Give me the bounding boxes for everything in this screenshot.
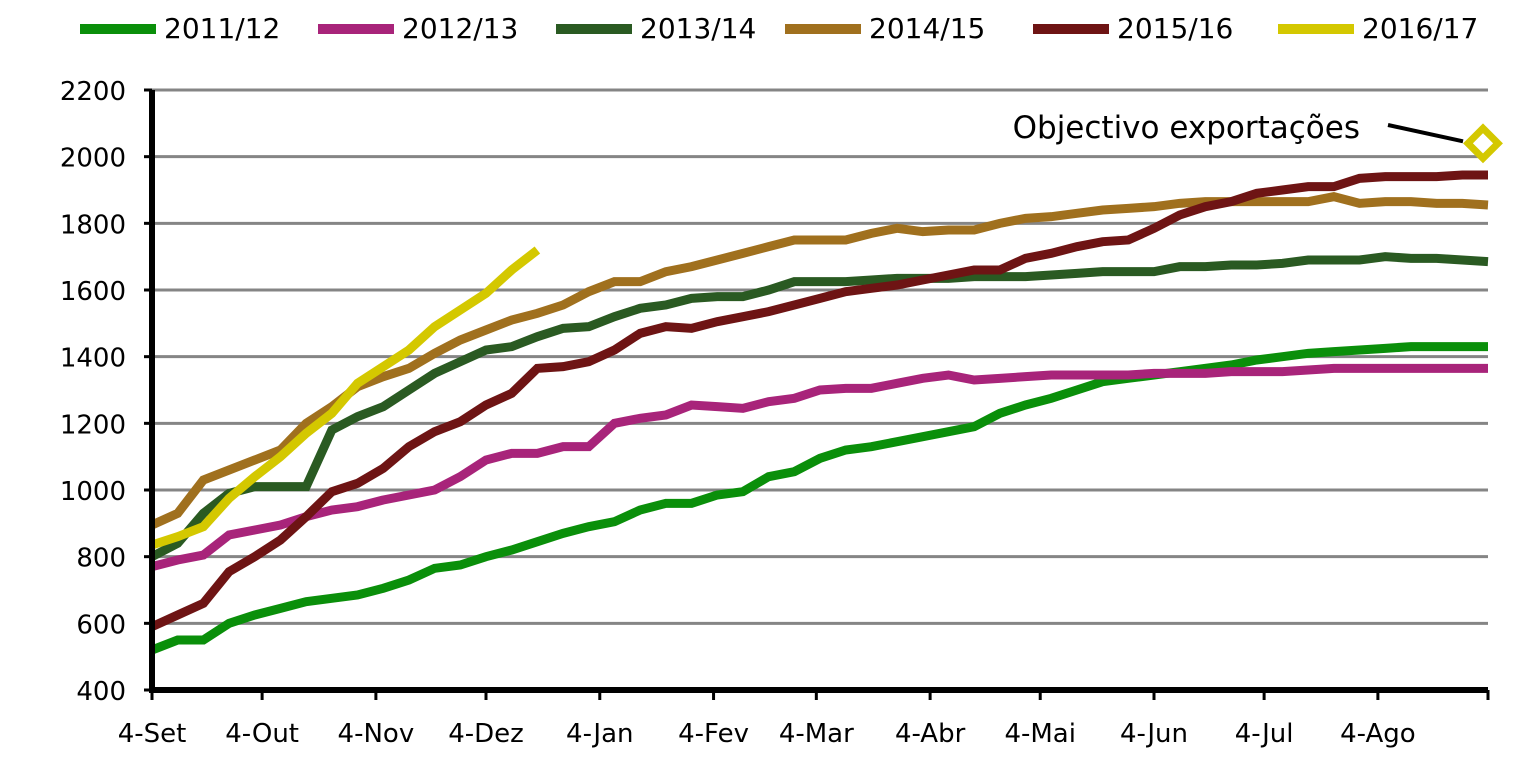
- legend-label: 2011/12: [164, 12, 281, 45]
- y-tick-label: 400: [76, 677, 126, 707]
- x-tick-label: 4-Jan: [566, 719, 633, 749]
- series-line-2011-12: [150, 342, 1488, 655]
- y-tick-label: 2000: [60, 144, 126, 174]
- legend-label: 2015/16: [1117, 12, 1234, 45]
- y-tick-label: 1200: [60, 410, 126, 440]
- x-tick-label: 4-Out: [225, 719, 299, 749]
- legend-label: 2014/15: [869, 12, 986, 45]
- legend-swatch: [1278, 23, 1354, 34]
- legend-swatch: [1033, 23, 1109, 34]
- target-annotation-leader: [1387, 123, 1464, 144]
- legend-swatch: [80, 23, 156, 34]
- series-line-2016-17: [150, 246, 541, 550]
- y-tick-label: 1600: [60, 277, 126, 307]
- legend-item-2012-13: 2012/13: [318, 12, 518, 45]
- x-tick-label: 4-Set: [118, 719, 187, 749]
- target-annotation-label: Objectivo exportações: [1013, 110, 1360, 146]
- legend-item-2011-12: 2011/12: [80, 12, 280, 45]
- y-tick-label: 1400: [60, 344, 126, 374]
- legend-item-2014-15: 2014/15: [785, 12, 985, 45]
- series-line-2012-13: [150, 363, 1488, 572]
- legend-label: 2016/17: [1362, 12, 1479, 45]
- x-tick-label: 4-Jun: [1120, 719, 1188, 749]
- series-line-2013-14: [149, 252, 1489, 561]
- legend-item-2015-16: 2015/16: [1033, 12, 1233, 45]
- y-tick-label: 2200: [60, 77, 126, 107]
- target-diamond-marker: [1463, 123, 1503, 164]
- y-tick-label: 1800: [60, 210, 126, 240]
- y-tick-label: 1000: [60, 477, 126, 507]
- legend-item-2013-14: 2013/14: [556, 12, 756, 45]
- legend: 2011/12 2012/13 2013/14 2014/15 2015/16 …: [0, 12, 1531, 52]
- y-tick-label: 600: [76, 610, 126, 640]
- x-tick-label: 4-Mar: [779, 719, 854, 749]
- y-tick-label: 800: [76, 544, 126, 574]
- x-tick-label: 4-Jul: [1235, 719, 1294, 749]
- series-line-2014-15: [150, 192, 1489, 530]
- legend-label: 2012/13: [402, 12, 519, 45]
- legend-swatch: [785, 23, 861, 34]
- legend-label: 2013/14: [640, 12, 757, 45]
- legend-swatch: [318, 23, 394, 34]
- x-tick-label: 4-Nov: [338, 719, 415, 749]
- x-tick-label: 4-Mai: [1004, 719, 1076, 749]
- x-tick-label: 4-Abr: [895, 719, 966, 749]
- x-tick-label: 4-Dez: [448, 719, 524, 749]
- x-tick-label: 4-Ago: [1340, 719, 1416, 749]
- legend-item-2016-17: 2016/17: [1278, 12, 1478, 45]
- series-line-2015-16: [150, 170, 1488, 631]
- x-tick-label: 4-Fev: [678, 719, 749, 749]
- legend-swatch: [556, 23, 632, 34]
